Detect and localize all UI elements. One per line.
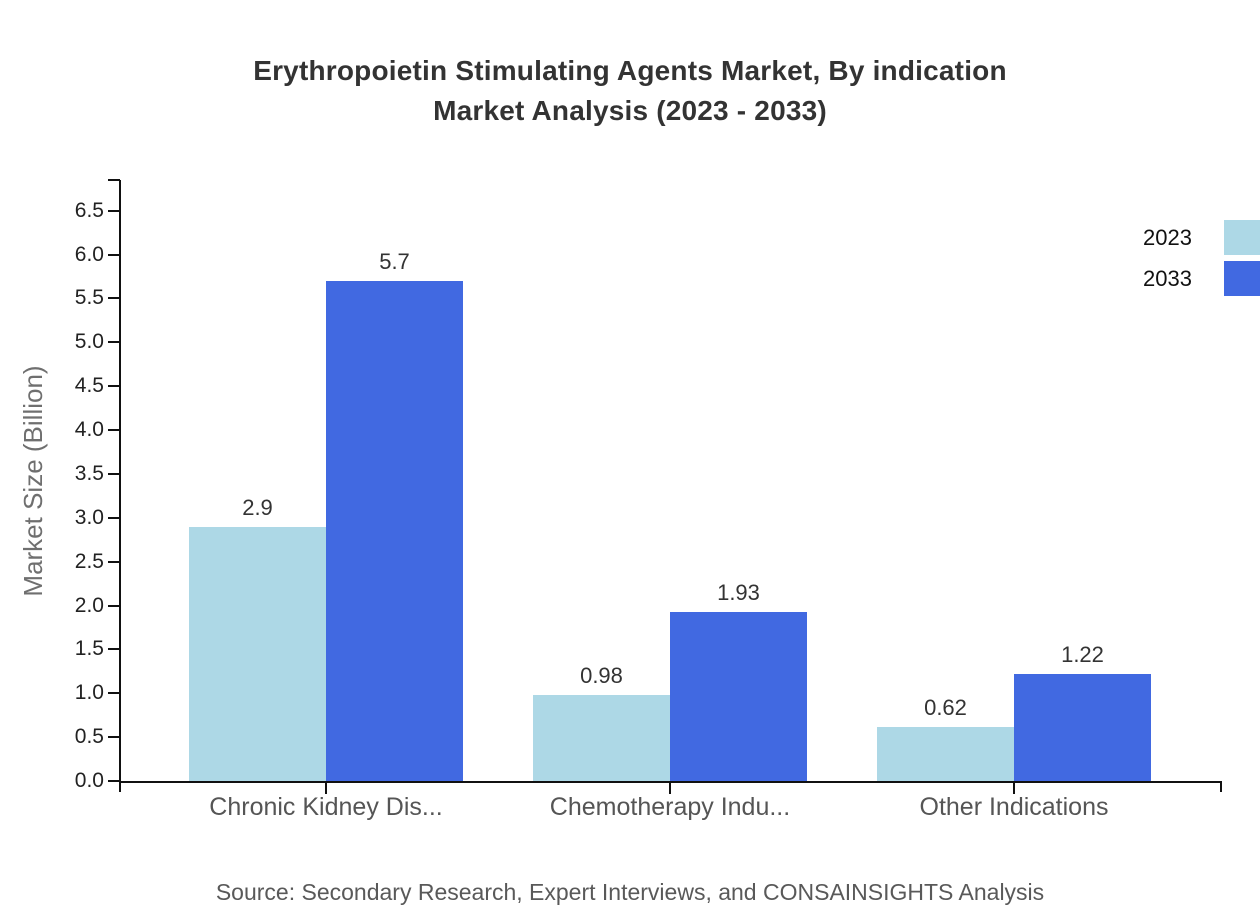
legend-label: 2023 bbox=[1143, 225, 1192, 250]
y-tick bbox=[108, 648, 120, 651]
y-tick bbox=[108, 429, 120, 432]
bar-2033-3 bbox=[1014, 673, 1151, 781]
y-tick-label: 0.0 bbox=[74, 769, 104, 792]
x-category-label: Chemotherapy Indu... bbox=[549, 793, 791, 821]
bar-2033-1 bbox=[326, 280, 463, 781]
bar-2033-2 bbox=[670, 611, 807, 781]
y-tick-label: 4.0 bbox=[74, 418, 104, 442]
y-tick-label: 6.0 bbox=[74, 242, 104, 266]
y-tick bbox=[108, 297, 120, 300]
bar-value-label: 5.7 bbox=[379, 248, 410, 274]
bar-value-label: 2.9 bbox=[242, 494, 273, 520]
y-tick-label: 3.5 bbox=[74, 461, 104, 485]
bar-2023-1 bbox=[189, 526, 326, 781]
y-tick bbox=[108, 472, 120, 475]
y-axis-end-tick bbox=[108, 179, 120, 181]
y-tick-label: 2.0 bbox=[74, 593, 104, 617]
legend-label: 2033 bbox=[1143, 266, 1192, 291]
y-tick-label: 0.5 bbox=[74, 725, 104, 749]
chart-title: Erythropoietin Stimulating Agents Market… bbox=[0, 51, 1260, 131]
y-tick bbox=[108, 341, 120, 344]
y-tick bbox=[108, 385, 120, 388]
legend-item-2033 bbox=[1224, 261, 1260, 296]
y-tick-label: 1.5 bbox=[74, 637, 104, 661]
x-category-label: Other Indications bbox=[919, 793, 1109, 821]
y-tick-label: 4.5 bbox=[74, 374, 104, 398]
y-tick-label: 3.0 bbox=[74, 505, 104, 529]
y-tick-label: 1.0 bbox=[74, 681, 104, 705]
y-tick bbox=[108, 780, 120, 782]
y-tick bbox=[108, 692, 120, 695]
bar-value-label: 0.62 bbox=[924, 694, 967, 720]
legend-item-2023 bbox=[1224, 220, 1260, 255]
x-tick bbox=[1013, 783, 1015, 794]
source-note: Source: Secondary Research, Expert Inter… bbox=[215, 879, 1045, 905]
y-tick bbox=[108, 604, 120, 607]
chart-title-line2: Market Analysis (2023 - 2033) bbox=[433, 95, 827, 126]
bar-value-label: 1.22 bbox=[1061, 641, 1104, 667]
y-tick-label: 5.0 bbox=[74, 330, 104, 354]
x-category-label: Chronic Kidney Dis... bbox=[209, 793, 443, 821]
bar-2023-3 bbox=[877, 726, 1014, 781]
bar-2023-2 bbox=[533, 695, 670, 781]
y-tick bbox=[108, 209, 120, 212]
bar-value-label: 0.98 bbox=[580, 663, 623, 689]
y-tick-label: 2.5 bbox=[74, 549, 104, 573]
y-tick bbox=[108, 516, 120, 519]
chart-title-line1: Erythropoietin Stimulating Agents Market… bbox=[253, 55, 1007, 86]
x-tick bbox=[669, 783, 671, 794]
x-axis-end-tick bbox=[1220, 781, 1222, 792]
y-tick bbox=[108, 560, 120, 563]
y-axis-line bbox=[119, 180, 121, 792]
y-tick-label: 6.5 bbox=[74, 198, 104, 222]
y-tick bbox=[108, 736, 120, 739]
y-tick-label: 5.5 bbox=[74, 286, 104, 310]
x-tick bbox=[325, 783, 327, 794]
bar-value-label: 1.93 bbox=[717, 579, 760, 605]
y-tick bbox=[108, 253, 120, 256]
x-axis-line bbox=[119, 781, 1222, 783]
